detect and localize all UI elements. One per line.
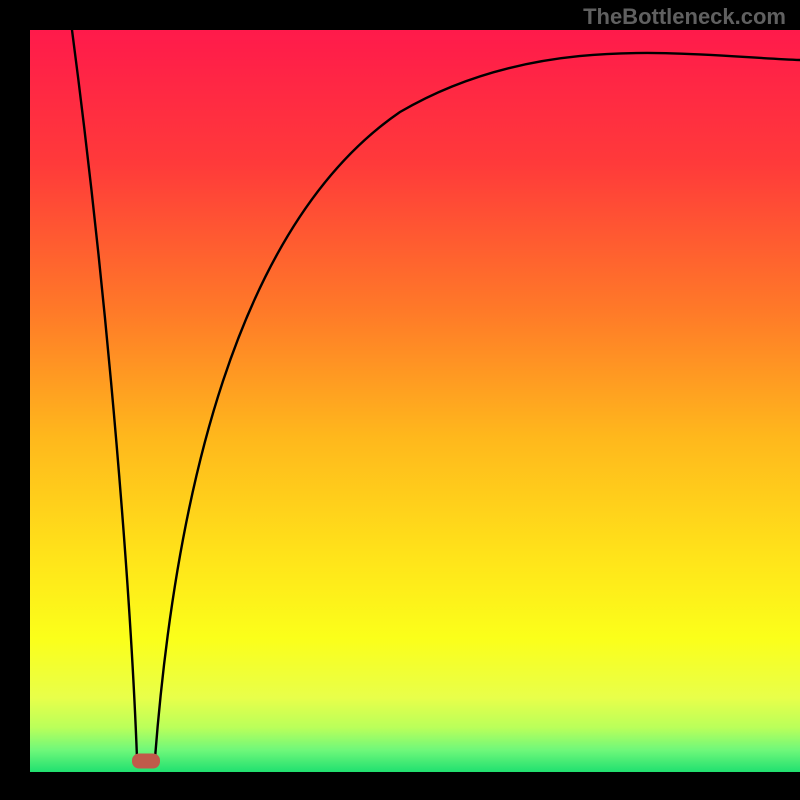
bottleneck-chart-svg	[0, 0, 800, 800]
gradient-plot-area	[30, 30, 800, 772]
watermark-text: TheBottleneck.com	[583, 4, 786, 30]
sweet-spot-marker	[132, 754, 160, 769]
chart-frame: TheBottleneck.com	[0, 0, 800, 800]
